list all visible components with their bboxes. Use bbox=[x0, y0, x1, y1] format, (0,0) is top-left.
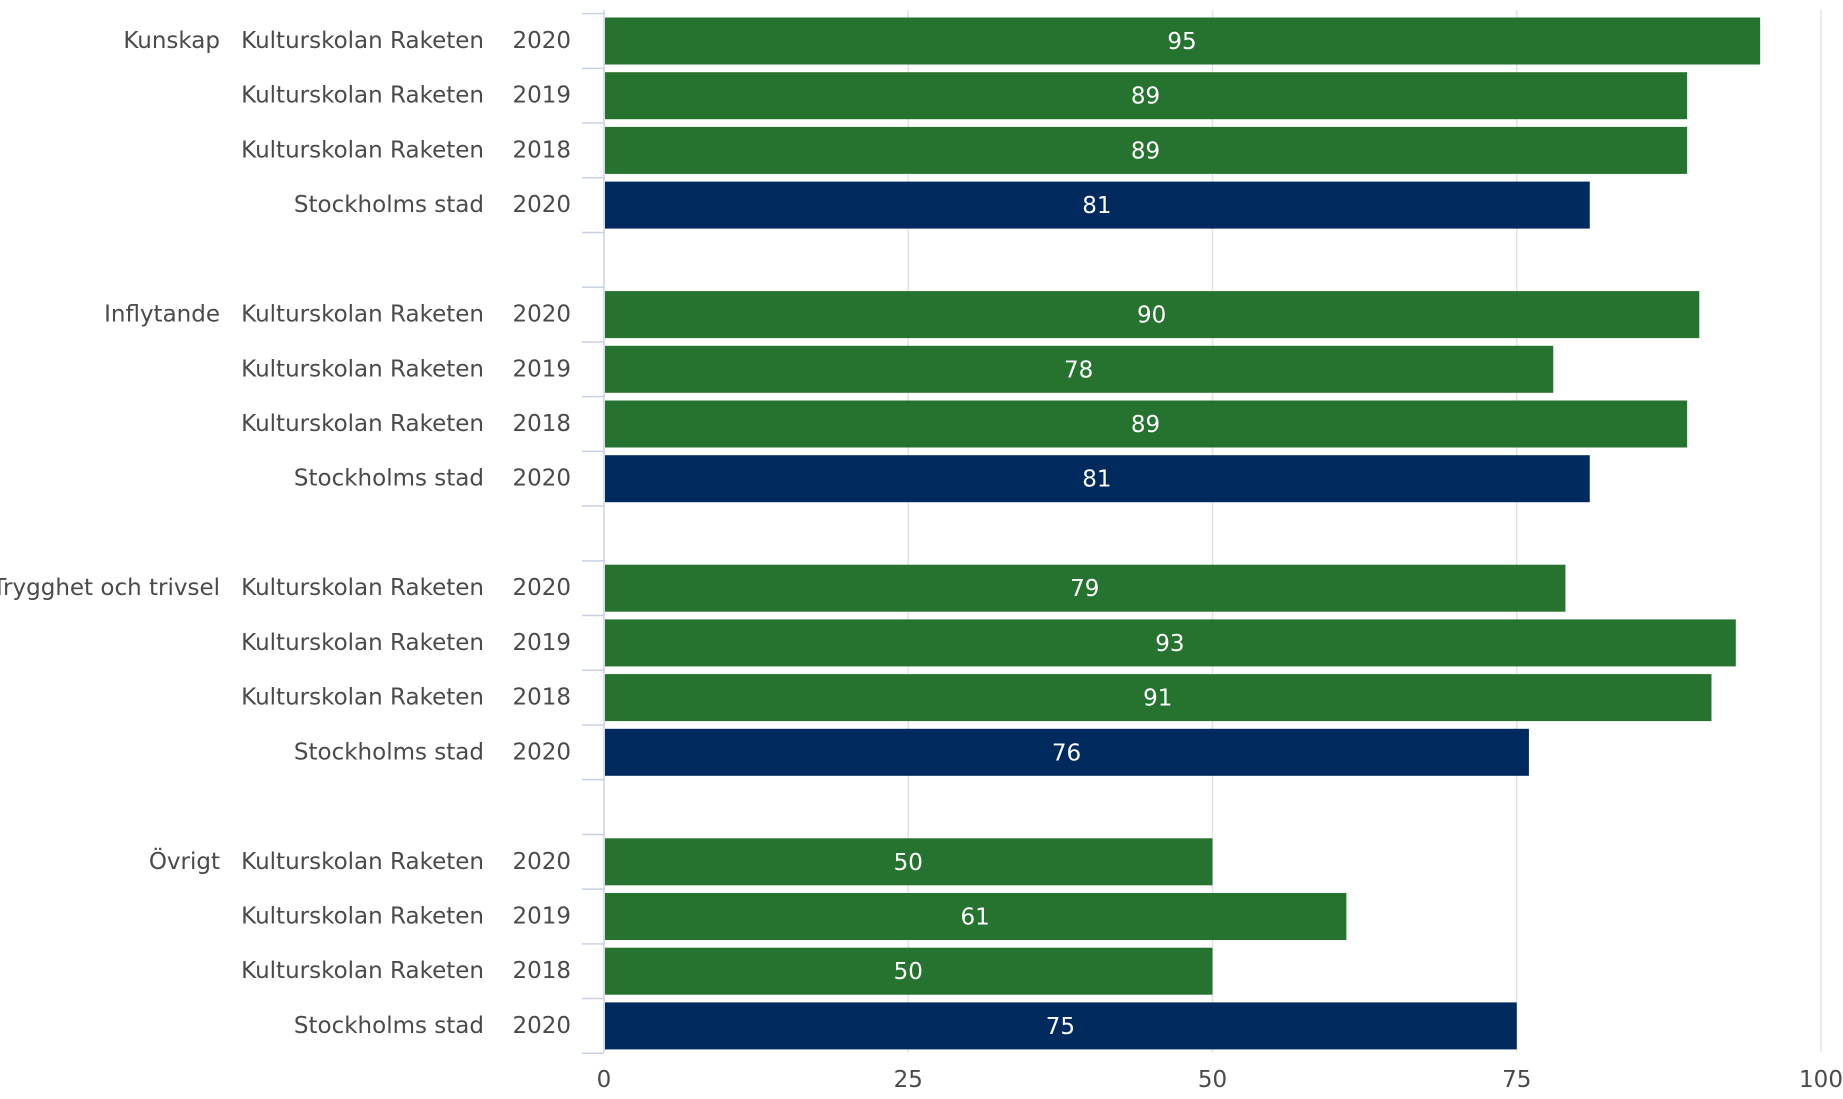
year-label: 2019 bbox=[512, 356, 571, 382]
entity-label: Stockholms stad bbox=[294, 1013, 484, 1039]
year-label: 2020 bbox=[512, 739, 571, 765]
bar bbox=[605, 126, 1688, 174]
year-label: 2018 bbox=[512, 685, 571, 711]
data-label: 89 bbox=[1131, 84, 1160, 110]
entity-label: Kulturskolan Raketen bbox=[241, 83, 484, 109]
bar bbox=[605, 838, 1213, 886]
year-label: 2020 bbox=[512, 192, 571, 218]
bar bbox=[605, 674, 1712, 722]
bar bbox=[605, 17, 1761, 65]
year-label: 2019 bbox=[512, 83, 571, 109]
year-label: 2019 bbox=[512, 904, 571, 930]
bar bbox=[605, 1002, 1517, 1050]
year-label: 2020 bbox=[512, 466, 571, 492]
category-label: Övrigt bbox=[149, 847, 220, 875]
bar bbox=[605, 181, 1590, 229]
entity-label: Kulturskolan Raketen bbox=[241, 137, 484, 163]
x-tick-label: 100 bbox=[1799, 1067, 1843, 1093]
data-label: 78 bbox=[1064, 357, 1093, 383]
year-label: 2020 bbox=[512, 28, 571, 54]
data-label: 50 bbox=[894, 850, 923, 876]
bar bbox=[605, 455, 1590, 503]
bar bbox=[605, 345, 1554, 393]
bar bbox=[605, 619, 1736, 667]
x-tick-label: 25 bbox=[894, 1067, 923, 1093]
data-label: 89 bbox=[1131, 138, 1160, 164]
category-label: Kunskap bbox=[123, 28, 220, 54]
data-label: 61 bbox=[961, 905, 990, 931]
year-label: 2020 bbox=[512, 302, 571, 328]
data-label: 75 bbox=[1046, 1014, 1075, 1040]
entity-label: Kulturskolan Raketen bbox=[241, 28, 484, 54]
data-label: 79 bbox=[1070, 576, 1099, 602]
x-tick-label: 50 bbox=[1198, 1067, 1227, 1093]
data-label: 89 bbox=[1131, 412, 1160, 438]
entity-label: Stockholms stad bbox=[294, 192, 484, 218]
bar bbox=[605, 291, 1700, 339]
year-label: 2020 bbox=[512, 1013, 571, 1039]
data-label: 81 bbox=[1082, 193, 1111, 219]
data-label: 76 bbox=[1052, 740, 1081, 766]
data-label: 81 bbox=[1082, 467, 1111, 493]
entity-label: Stockholms stad bbox=[294, 466, 484, 492]
entity-label: Kulturskolan Raketen bbox=[241, 849, 484, 875]
entity-label: Kulturskolan Raketen bbox=[241, 302, 484, 328]
data-label: 93 bbox=[1155, 631, 1184, 657]
entity-label: Kulturskolan Raketen bbox=[241, 904, 484, 930]
x-tick-label: 75 bbox=[1502, 1067, 1531, 1093]
year-label: 2018 bbox=[512, 137, 571, 163]
data-label: 91 bbox=[1143, 686, 1172, 712]
year-label: 2019 bbox=[512, 630, 571, 656]
data-label: 90 bbox=[1137, 303, 1166, 329]
bar bbox=[605, 72, 1688, 120]
category-label: Trygghet och trivsel bbox=[0, 575, 220, 601]
x-tick-label: 0 bbox=[597, 1067, 612, 1093]
category-label: Inflytande bbox=[104, 302, 220, 328]
bar bbox=[605, 947, 1213, 995]
bar bbox=[605, 728, 1529, 776]
entity-label: Kulturskolan Raketen bbox=[241, 685, 484, 711]
year-label: 2018 bbox=[512, 411, 571, 437]
entity-label: Kulturskolan Raketen bbox=[241, 575, 484, 601]
entity-label: Kulturskolan Raketen bbox=[241, 958, 484, 984]
data-label: 95 bbox=[1167, 29, 1196, 55]
entity-label: Kulturskolan Raketen bbox=[241, 630, 484, 656]
entity-label: Kulturskolan Raketen bbox=[241, 356, 484, 382]
year-label: 2020 bbox=[512, 575, 571, 601]
bar bbox=[605, 400, 1688, 448]
bar bbox=[605, 893, 1347, 940]
data-label: 50 bbox=[894, 959, 923, 985]
bar bbox=[605, 564, 1566, 612]
entity-label: Kulturskolan Raketen bbox=[241, 411, 484, 437]
entity-label: Stockholms stad bbox=[294, 739, 484, 765]
year-label: 2020 bbox=[512, 849, 571, 875]
year-label: 2018 bbox=[512, 958, 571, 984]
